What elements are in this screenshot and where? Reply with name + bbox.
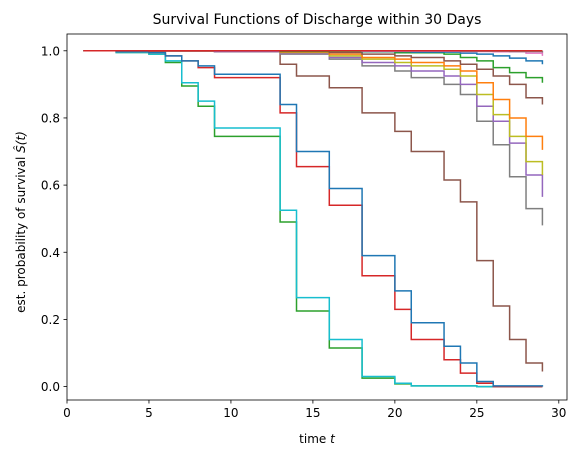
series-line-11 bbox=[83, 50, 544, 83]
y-tick-label: 0.0 bbox=[41, 380, 60, 394]
x-axis-label-var: t bbox=[330, 432, 336, 446]
plot-frame bbox=[66, 33, 568, 401]
series-line-4 bbox=[83, 50, 544, 387]
y-axis-label-text: est. probability of survival bbox=[14, 153, 28, 313]
y-tick-label: 0.4 bbox=[41, 246, 60, 260]
x-tick-label: 5 bbox=[145, 406, 153, 420]
series-line-9 bbox=[83, 50, 544, 150]
x-axis-label-text: time bbox=[299, 432, 330, 446]
y-tick-label: 0.2 bbox=[41, 313, 60, 327]
x-tick-label: 25 bbox=[469, 406, 484, 420]
series-line-8 bbox=[83, 50, 544, 176]
series-line-10 bbox=[83, 50, 544, 105]
series-line-1 bbox=[83, 50, 543, 388]
series-line-6 bbox=[83, 50, 544, 226]
x-tick-label: 30 bbox=[551, 406, 566, 420]
chart-title: Survival Functions of Discharge within 3… bbox=[153, 12, 482, 28]
y-axis-label: est. probability of survival Ŝ(t) bbox=[13, 131, 28, 313]
series-layer bbox=[83, 50, 544, 388]
x-tick-label: 15 bbox=[305, 406, 320, 420]
y-tick-label: 0.8 bbox=[41, 111, 60, 125]
series-line-5 bbox=[83, 50, 544, 372]
y-axis-label-var: Ŝ(t) bbox=[13, 131, 28, 153]
x-axis-label: time t bbox=[299, 432, 336, 446]
y-tick-label: 1.0 bbox=[41, 44, 60, 58]
series-line-7 bbox=[83, 50, 544, 197]
axis-layer: 0 5 10 15 20 25 30 0.0 0.2 0.4 0.6 0.8 1.0 bbox=[41, 33, 568, 420]
x-tick-label: 0 bbox=[63, 406, 71, 420]
series-line-3 bbox=[83, 50, 543, 388]
x-tick-label: 10 bbox=[223, 406, 238, 420]
x-tick-label: 20 bbox=[387, 406, 402, 420]
y-tick-label: 0.6 bbox=[41, 179, 60, 193]
series-line-2 bbox=[83, 50, 543, 388]
